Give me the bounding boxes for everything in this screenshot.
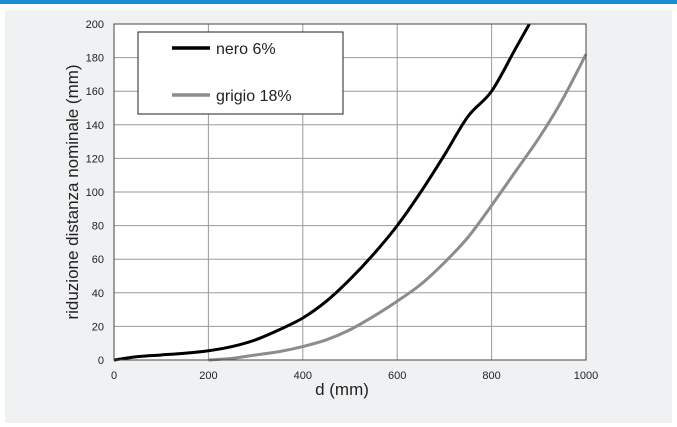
y-tick-label: 180 [86,53,104,65]
x-tick-label: 0 [111,370,117,382]
y-tick-label: 160 [86,86,104,98]
series-line-nero [113,23,531,362]
x-axis-title: d (mm) [315,380,369,399]
x-tick-label: 1000 [574,370,598,382]
legend-label-grigio: grigio 18% [216,88,292,105]
legend-box [137,31,344,115]
y-tick-label: 200 [86,19,104,31]
x-tick-label: 200 [199,370,217,382]
series-line-grigio [208,53,588,362]
legend: nero 6% grigio 18% [137,31,344,115]
y-tick-label: 40 [92,288,104,300]
y-tick-label: 0 [98,355,104,367]
y-tick-label: 120 [86,153,104,165]
y-tick-label: 20 [92,321,104,333]
y-tick-label: 80 [92,221,104,233]
x-tick-label: 400 [294,370,312,382]
x-tick-label: 800 [482,370,500,382]
x-tick-label: 600 [388,370,406,382]
y-axis-ticks: 0 20 40 60 80 100 120 140 160 180 200 [86,19,104,367]
legend-label-nero: nero 6% [216,41,276,58]
x-axis-ticks: 0 200 400 600 800 1000 [111,370,598,382]
y-axis-title: riduzione distanza nominale (mm) [63,64,82,319]
series-group [113,23,588,362]
plot-border [113,23,587,361]
y-tick-label: 140 [86,120,104,132]
top-accent-rule [0,0,677,4]
y-tick-label: 60 [92,254,104,266]
y-tick-label: 100 [86,187,104,199]
